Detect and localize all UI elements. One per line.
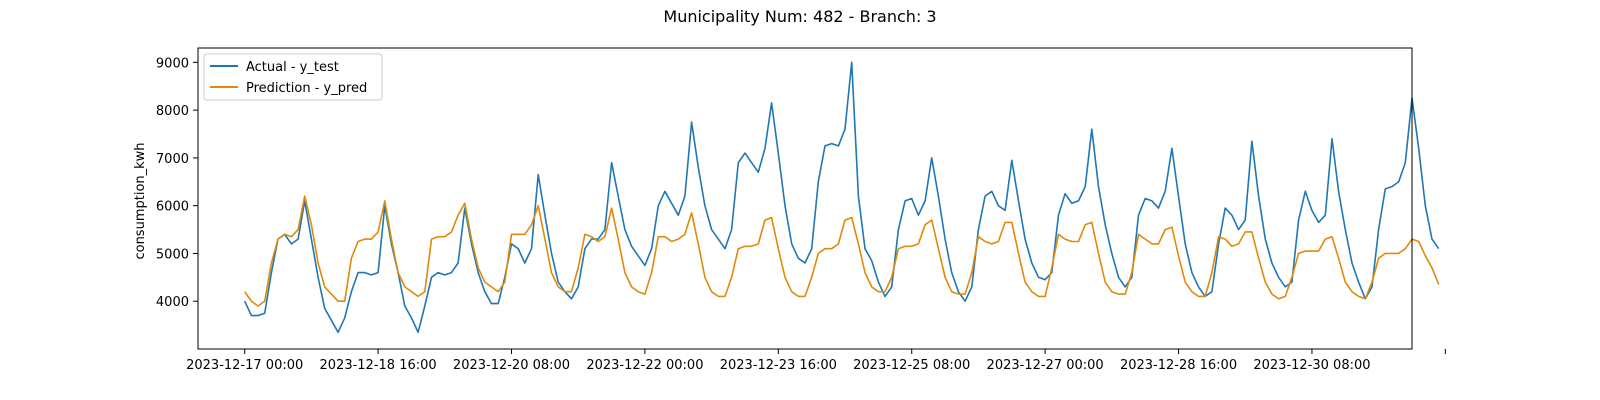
axis-ticks: 4000 5000 6000 7000 8000 9000 2023-12-17 00:00… — [156, 56, 1446, 373]
x-tick-label: 2023-12-25 08:00 — [853, 358, 970, 373]
x-tick-label: 2023-12-20 08:00 — [453, 358, 570, 373]
y-tick-label: 7000 — [156, 152, 189, 167]
legend: Actual - y_test Prediction - y_pred — [203, 53, 383, 101]
legend-box — [203, 53, 383, 101]
y-axis-label: consumption_kwh — [133, 142, 148, 259]
series-line-actual — [243, 61, 1440, 334]
series-layer — [243, 61, 1440, 334]
x-tick-label: 2023-12-23 16:00 — [720, 358, 837, 373]
x-tick-label: 2023-12-22 00:00 — [586, 358, 703, 373]
plot-frame — [197, 47, 1413, 350]
legend-label: Prediction - y_pred — [246, 81, 367, 96]
y-tick-label: 9000 — [156, 56, 189, 71]
x-tick-label: 2023-12-27 00:00 — [987, 358, 1104, 373]
legend-label: Actual - y_test — [246, 60, 339, 75]
y-tick-label: 4000 — [156, 295, 189, 310]
chart-title: Municipality Num: 482 - Branch: 3 — [663, 7, 936, 26]
y-tick-label: 8000 — [156, 104, 189, 119]
x-tick-label: 2023-12-28 16:00 — [1120, 358, 1237, 373]
x-tick-label: 2023-12-18 16:00 — [320, 358, 437, 373]
y-tick-label: 6000 — [156, 200, 189, 215]
y-tick-label: 5000 — [156, 247, 189, 262]
x-tick-label: 2023-12-30 08:00 — [1253, 358, 1370, 373]
series-line-prediction — [244, 195, 1440, 307]
x-tick-label: 2023-12-17 00:00 — [186, 358, 303, 373]
